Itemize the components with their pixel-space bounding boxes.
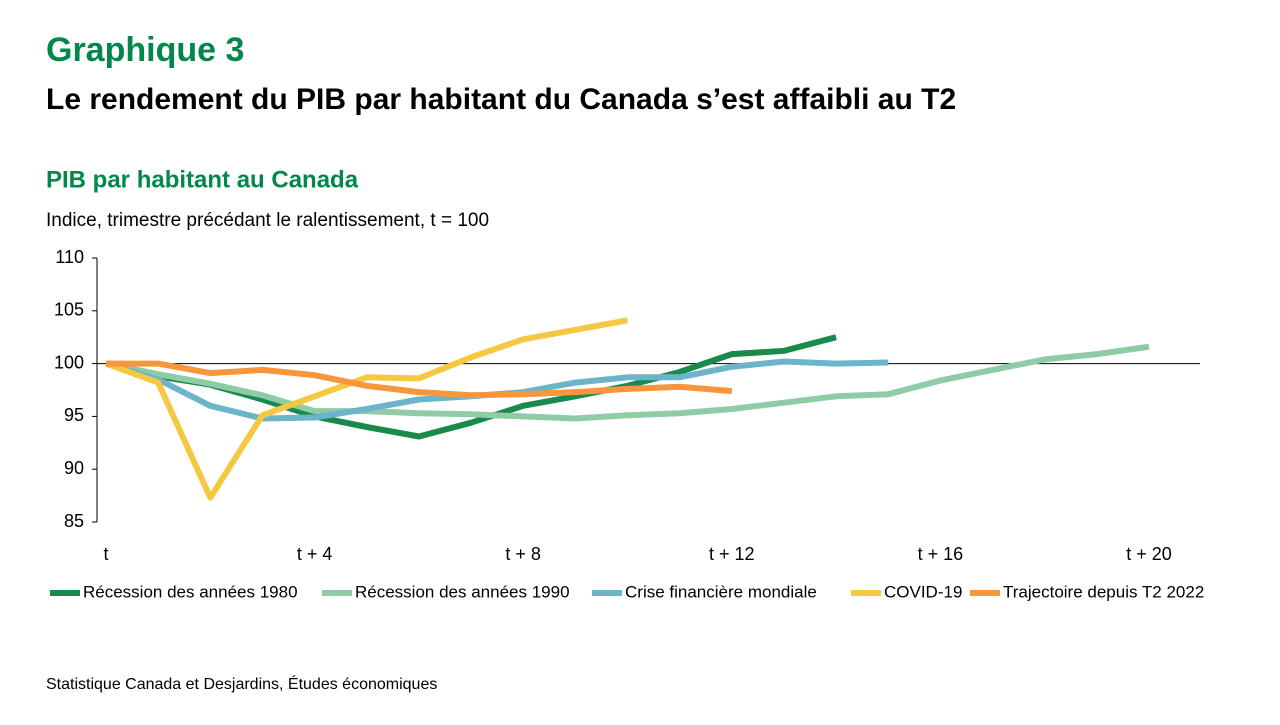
legend-label: COVID-19 bbox=[884, 582, 962, 601]
page-title: Le rendement du PIB par habitant du Cana… bbox=[46, 83, 956, 116]
x-tick-label: t + 16 bbox=[918, 544, 964, 564]
chart-subtitle: Indice, trimestre précédant le ralentiss… bbox=[46, 210, 489, 231]
source: Statistique Canada et Desjardins, Études… bbox=[46, 674, 437, 693]
series-line bbox=[104, 317, 629, 501]
legend-label: Trajectoire depuis T2 2022 bbox=[1003, 582, 1204, 601]
chart-title: PIB par habitant au Canada bbox=[46, 166, 359, 193]
series-line bbox=[106, 360, 733, 399]
legend-label: Récession des années 1980 bbox=[83, 582, 298, 601]
series-line bbox=[105, 343, 1150, 422]
y-tick-label: 90 bbox=[64, 458, 84, 478]
y-tick-label: 105 bbox=[54, 300, 84, 320]
y-tick-label: 95 bbox=[64, 405, 84, 425]
x-tick-label: t bbox=[103, 544, 108, 564]
legend-label: Crise financière mondiale bbox=[625, 582, 817, 601]
figure-label: Graphique 3 bbox=[46, 31, 244, 69]
x-tick-label: t + 20 bbox=[1126, 544, 1172, 564]
y-tick-label: 85 bbox=[64, 511, 84, 531]
y-tick-label: 110 bbox=[55, 247, 84, 267]
legend-label: Récession des années 1990 bbox=[355, 582, 570, 601]
y-tick-label: 100 bbox=[54, 352, 84, 372]
x-tick-label: t + 4 bbox=[297, 544, 333, 564]
x-tick-label: t + 8 bbox=[505, 544, 541, 564]
x-tick-label: t + 12 bbox=[709, 544, 755, 564]
